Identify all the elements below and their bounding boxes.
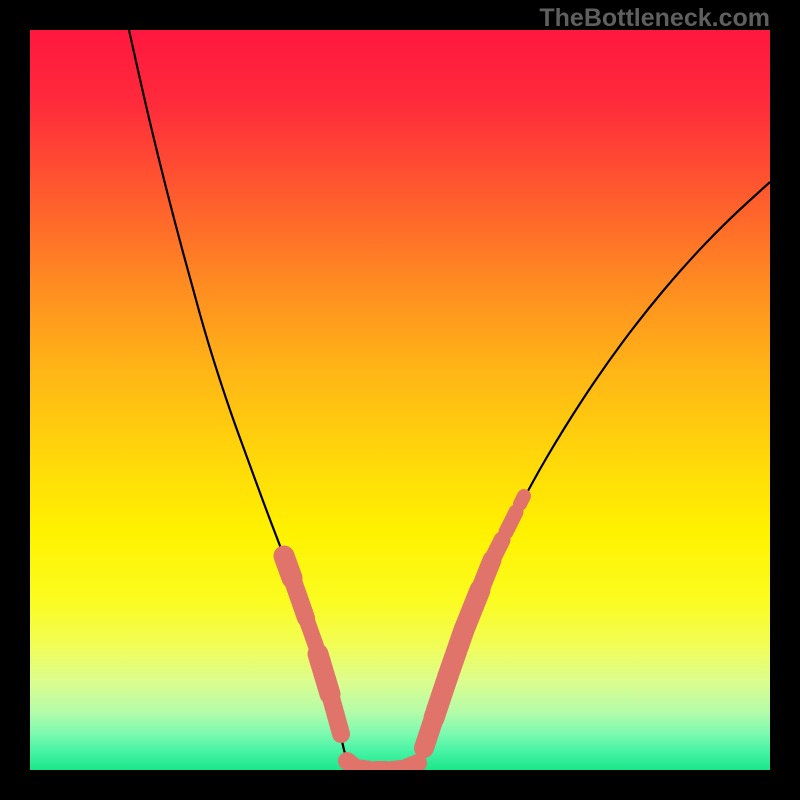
highlight-segment — [408, 763, 418, 767]
highlight-segment — [330, 694, 341, 734]
highlight-segment — [520, 496, 524, 504]
highlight-segment — [360, 768, 368, 769]
highlight-segment — [506, 512, 516, 532]
highlight-segment — [306, 618, 316, 646]
watermark-text: TheBottleneck.com — [539, 4, 770, 33]
plot-area — [30, 30, 770, 770]
plot-svg — [30, 30, 770, 770]
highlight-segment — [492, 540, 502, 560]
highlight-segment — [347, 761, 352, 765]
